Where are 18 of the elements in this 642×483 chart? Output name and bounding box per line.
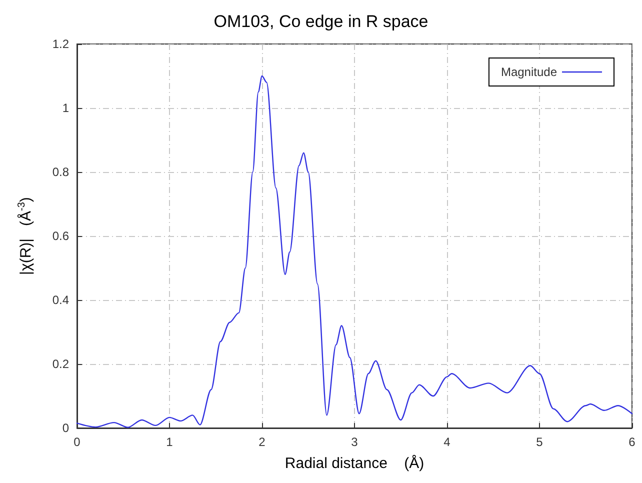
x-tick-label: 2: [258, 435, 266, 449]
x-tick-label: 0: [74, 435, 81, 449]
y-tick-label: 0.6: [52, 229, 70, 243]
x-axis-title: Radial distance (Å): [284, 454, 424, 472]
x-tick-label: 1: [166, 435, 174, 449]
y-tick-label: 1: [62, 101, 70, 115]
x-tick-label: 6: [628, 435, 636, 449]
y-axis-title: |χ(R)| (Å-3): [16, 197, 34, 275]
y-tick-label: 0.4: [52, 293, 70, 307]
y-tick-label: 0.8: [52, 165, 70, 179]
legend-label: Magnitude: [500, 65, 558, 79]
x-tick-label: 3: [351, 435, 358, 449]
y-tick-label: 1.2: [52, 37, 70, 51]
x-tick-label: 4: [444, 435, 451, 449]
chart-title: OM103, Co edge in R space: [214, 12, 428, 31]
y-tick-label: 0: [62, 421, 70, 435]
x-tick-label: 5: [536, 435, 544, 449]
y-tick-label: 0.2: [52, 357, 70, 371]
